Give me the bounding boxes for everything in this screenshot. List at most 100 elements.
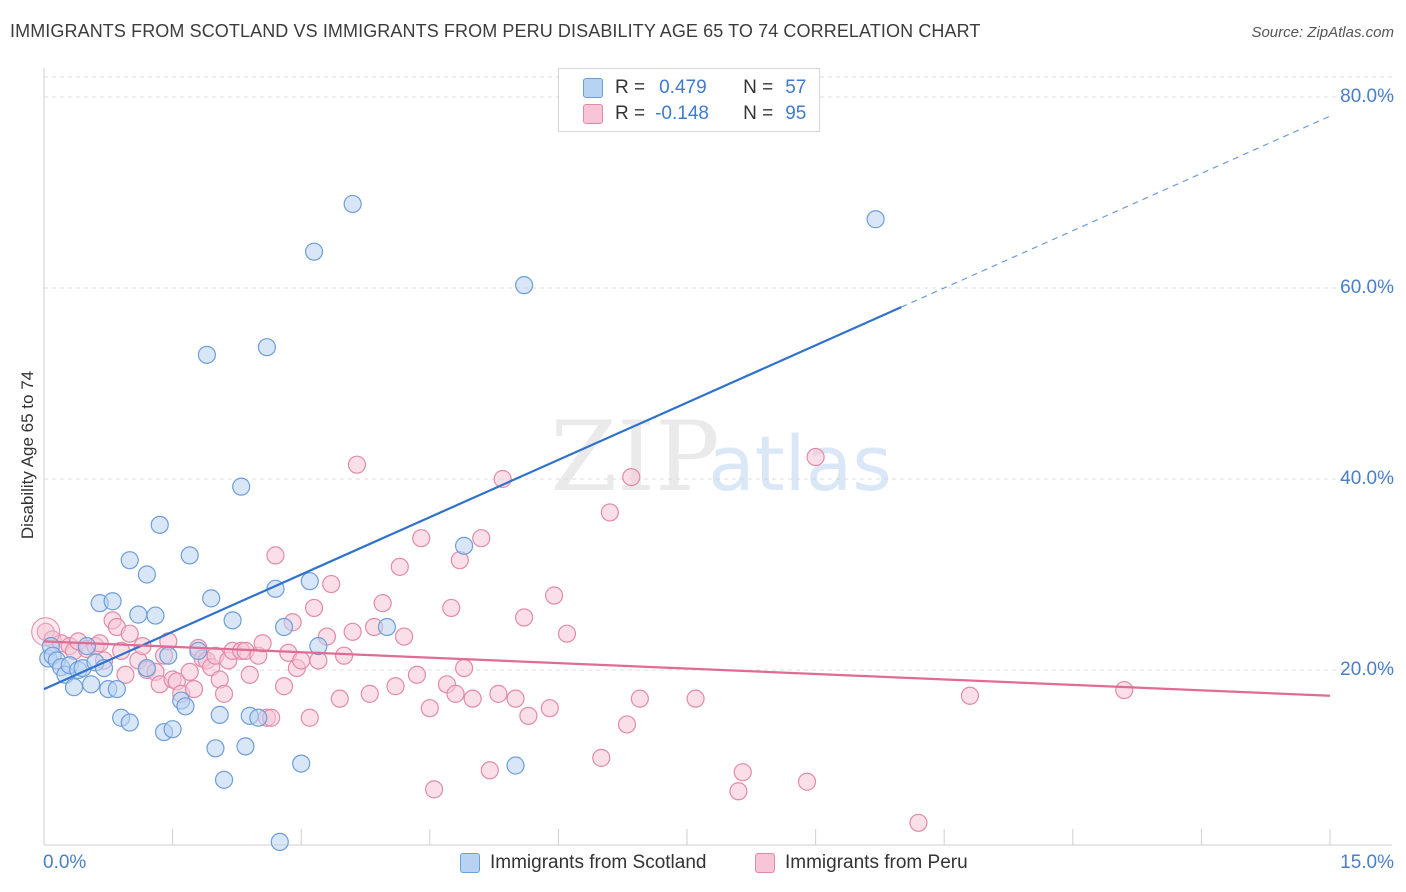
peru-swatch [583,104,603,124]
scotland-legend-label: Immigrants from Scotland [490,852,707,873]
peru-point [420,699,439,718]
scotland-points [39,194,885,852]
peru-point [120,624,139,643]
peru-point [343,622,362,641]
peru-n-label: N = [743,103,774,124]
peru-point [733,763,752,782]
scotland-point [236,737,255,756]
peru-legend-swatch [755,853,775,873]
peru-point [390,557,409,576]
peru-n-value: 95 [785,103,807,124]
y-tick-60: 60.0% [1340,277,1394,298]
source-label: Source: ZipAtlas.com [1251,24,1394,41]
peru-point [592,748,611,767]
scotland-legend-swatch [460,853,480,873]
peru-point [180,662,199,682]
peru-point [373,594,392,613]
scotland-point [137,658,156,678]
peru-point [446,684,465,703]
scotland-swatch [583,78,603,98]
scotland-point [223,611,242,630]
peru-point [304,598,324,618]
scotland-point [103,592,122,611]
scotland-point [866,210,885,229]
peru-point [545,586,564,605]
peru-point [240,665,259,684]
peru-point [322,574,341,594]
legend-row-peru: R = -0.148 N = 95 [583,102,806,126]
peru-point [116,665,135,684]
scotland-point [150,515,169,534]
scotland-point [189,641,208,661]
x-tick-max: 15.0% [1340,852,1394,873]
peru-point [960,686,980,705]
peru-point [292,651,311,670]
correlation-legend: R = 0.479 N = 57 R = -0.148 N = 95 [558,68,820,132]
scotland-r-label: R = [615,77,646,98]
peru-point [519,706,538,725]
peru-points [31,447,1134,832]
y-axis-label: Disability Age 65 to 74 [18,370,37,540]
peru-point [617,715,637,734]
peru-r-value: -0.148 [655,103,709,124]
peru-point [797,772,817,791]
scotland-point [77,637,96,656]
scotland-point [159,646,178,665]
peru-point [360,684,379,703]
scotland-point [257,338,277,357]
peru-point [1115,680,1134,700]
scotland-n-value: 57 [785,77,807,98]
legend-row-scotland: R = 0.479 N = 57 [583,76,806,100]
scotland-point [343,194,362,214]
scotland-point [454,536,474,555]
peru-point [334,646,354,665]
peru-trend-line [43,640,1331,697]
scotland-point [292,754,311,773]
peru-point [407,665,427,684]
x-tick-min: 0.0% [43,852,87,873]
peru-point [442,598,461,618]
peru-point [540,699,559,718]
peru-point [347,455,367,474]
peru-point [622,467,641,487]
peru-point [266,546,285,565]
bottom-legend-peru: Immigrants from Peru [755,852,968,874]
scotland-point [64,678,84,697]
peru-point [806,447,825,467]
peru-point [729,782,748,801]
peru-point [214,684,234,703]
peru-point [330,689,349,708]
peru-point [480,761,499,780]
scotland-point [309,637,328,656]
peru-point [472,529,491,548]
scotland-point [515,276,534,295]
y-tick-20: 20.0% [1340,659,1394,680]
watermark-atlas: atlas [708,419,892,508]
scotland-trend-line [43,306,902,691]
scotland-trend-extension [901,115,1331,308]
scotland-point [176,697,195,716]
peru-point [253,634,272,653]
scotland-point [137,565,156,584]
peru-point [424,780,444,799]
trend-lines [43,115,1331,697]
peru-point [686,689,705,708]
peru-point [515,608,534,627]
peru-point [184,679,204,699]
scotland-point [120,713,139,732]
scotland-point [129,605,148,624]
peru-point [600,503,619,522]
y-tick-80: 80.0% [1340,86,1394,107]
scotland-point [202,589,221,608]
scotland-point [506,756,525,775]
peru-point [463,689,482,708]
scotland-point [210,705,229,724]
y-tick-40: 40.0% [1340,468,1394,489]
peru-legend-label: Immigrants from Peru [785,852,968,873]
scotland-point [206,739,225,758]
peru-point [394,627,414,646]
scotland-point [120,551,139,570]
peru-point [454,658,474,678]
axes [43,68,1392,846]
